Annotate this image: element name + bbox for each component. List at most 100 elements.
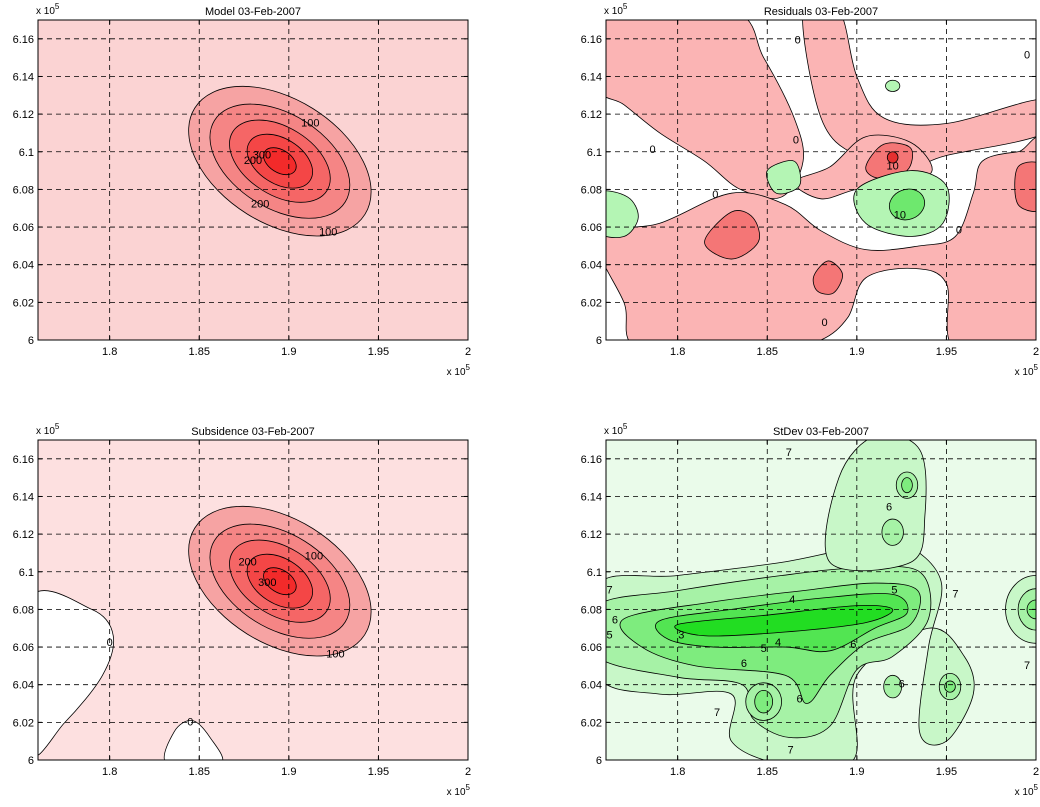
strong-positive-1 (704, 210, 760, 260)
y-tick-label: 6.12 (13, 529, 34, 541)
y-tick-label: 6.06 (581, 222, 602, 234)
y-tick-label: 6.12 (581, 529, 602, 541)
y-tick-label: 6.06 (581, 642, 602, 654)
x-tick-label: 1.85 (189, 346, 210, 358)
x-exponent-label: x 105 (447, 783, 471, 798)
y-tick-label: 6.14 (13, 71, 34, 83)
zero-region-left (38, 590, 115, 756)
y-tick-label: 6.06 (13, 642, 34, 654)
axes-box (37, 19, 469, 341)
contour-label: 6 (850, 639, 856, 651)
contour-label: 100 (319, 227, 337, 239)
x-tick-label: 2 (465, 766, 471, 778)
contour-label: 10 (887, 161, 899, 173)
y-tick-label: 6.02 (13, 297, 34, 309)
x-tick-label: 1.9 (849, 766, 864, 778)
contour-label: 0 (793, 134, 799, 146)
stdev-spot-2b (901, 477, 913, 494)
y-exponent-label: x 105 (36, 2, 60, 17)
x-tick-label: 1.9 (281, 766, 296, 778)
positive-region-top-left (606, 20, 804, 199)
x-tick-label: 1.95 (936, 346, 957, 358)
contour-label: 6 (886, 502, 892, 514)
x-tick-label: 1.85 (757, 766, 778, 778)
x-tick-label: 1.85 (757, 346, 778, 358)
y-tick-label: 6.02 (13, 717, 34, 729)
y-tick-label: 6.16 (13, 34, 34, 46)
y-tick-label: 6.12 (581, 109, 602, 121)
x-tick-label: 1.85 (189, 766, 210, 778)
y-tick-label: 6.1 (19, 147, 34, 159)
contour-fills (606, 20, 1036, 340)
stdev-spot-low-2 (883, 674, 903, 699)
panel-residuals: 0 0 0 0 0 10 10 0 0 1.8 1.85 1.9 1.95 2 6 6.02 6.04 6.06 6… (581, 2, 1039, 378)
y-tick-label: 6.1 (587, 147, 602, 159)
y-tick-label: 6.04 (581, 680, 602, 692)
contour-label: 6 (612, 615, 618, 627)
y-tick-label: 6.16 (581, 34, 602, 46)
y-tick-label: 6 (596, 335, 602, 347)
contour-label: 200 (244, 155, 262, 167)
contour-label: 0 (650, 144, 656, 156)
contour-label: 6 (741, 658, 747, 670)
y-tick-label: 6.08 (581, 184, 602, 196)
contour-label: 7 (952, 588, 958, 600)
x-tick-label: 1.9 (849, 346, 864, 358)
contour-label: 100 (301, 117, 319, 129)
contour-label: 200 (238, 556, 256, 568)
y-tick-label: 6.16 (581, 454, 602, 466)
negative-region-small (766, 160, 802, 195)
stdev-spot-low-1b (754, 689, 774, 714)
chart-title: StDev 03-Feb-2007 (773, 426, 869, 438)
y-tick-label: 6.1 (19, 567, 34, 579)
contour-label: 4 (775, 637, 781, 649)
contour-label: 100 (326, 648, 344, 660)
contour-label: 0 (795, 35, 801, 47)
axes-box (605, 19, 1037, 341)
x-exponent-label: x 105 (1015, 783, 1039, 798)
x-tick-label: 1.8 (670, 766, 685, 778)
y-tick-label: 6 (596, 755, 602, 767)
contour-label: 0 (187, 716, 193, 728)
contour-label: 7 (1024, 660, 1030, 672)
x-tick-label: 1.8 (102, 346, 117, 358)
chart-title: Subsidence 03-Feb-2007 (191, 426, 315, 438)
strong-positive-edge (1014, 161, 1036, 213)
stdev-spot-1 (881, 518, 904, 546)
contour-label: 0 (822, 317, 828, 329)
contour-label: 7 (787, 744, 793, 756)
y-tick-label: 6.04 (581, 260, 602, 272)
contour-label: 5 (891, 584, 897, 596)
contour-label: 300 (258, 577, 276, 589)
stdev-spot-low-3b (944, 680, 956, 693)
y-tick-label: 6.02 (581, 717, 602, 729)
contour-label: 0 (956, 225, 962, 237)
y-tick-label: 6.04 (13, 260, 34, 272)
axes-box (37, 439, 469, 761)
y-tick-label: 6.08 (13, 184, 34, 196)
x-tick-label: 2 (1033, 346, 1039, 358)
negative-region-left (606, 190, 639, 238)
strong-positive-2 (812, 260, 843, 295)
y-tick-label: 6.02 (581, 297, 602, 309)
contour-label: 4 (789, 594, 795, 606)
chart-title: Residuals 03-Feb-2007 (764, 6, 878, 18)
contour-label: 0 (712, 189, 718, 201)
y-tick-label: 6.08 (581, 604, 602, 616)
chart-title: Model 03-Feb-2007 (205, 6, 301, 18)
y-tick-label: 6.1 (587, 567, 602, 579)
contour-label: 100 (305, 551, 323, 563)
contour-label: 300 (253, 149, 271, 161)
y-tick-label: 6 (28, 335, 34, 347)
contour-label: 5 (761, 643, 767, 655)
y-tick-label: 6.06 (13, 222, 34, 234)
x-tick-label: 1.8 (102, 766, 117, 778)
y-exponent-label: x 105 (36, 422, 60, 437)
x-tick-label: 2 (465, 346, 471, 358)
contour-fills (188, 85, 372, 237)
contour-label: 200 (251, 198, 269, 210)
